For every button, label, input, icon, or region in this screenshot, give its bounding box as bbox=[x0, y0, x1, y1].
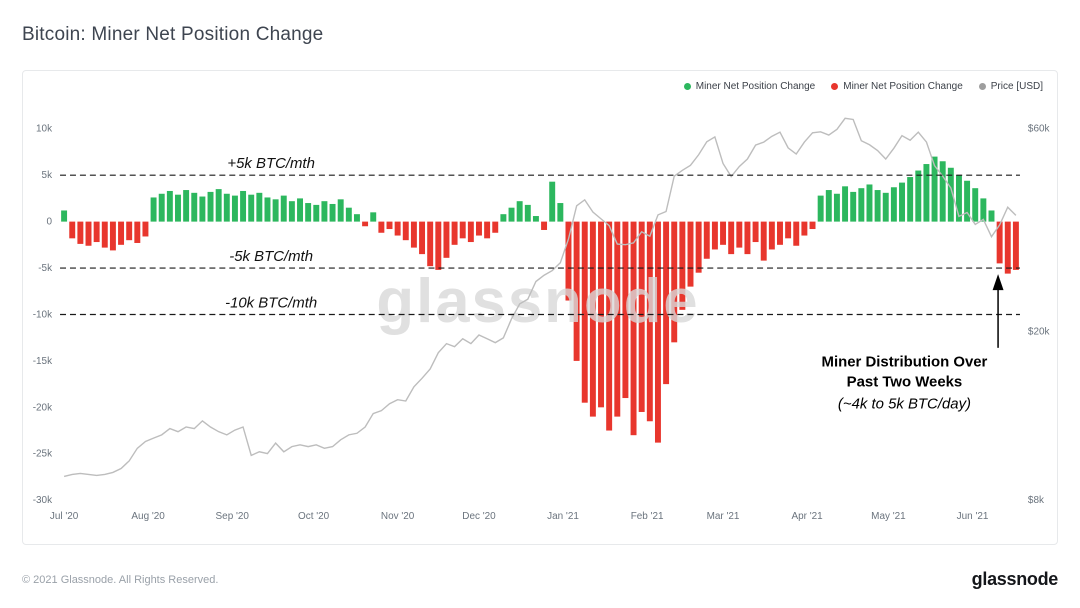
legend-item-price-usd[interactable]: Price [USD] bbox=[978, 81, 1043, 92]
red-dot-icon bbox=[831, 83, 839, 90]
svg-text:Past Two Weeks: Past Two Weeks bbox=[847, 374, 963, 391]
gray-dot-icon bbox=[978, 83, 986, 90]
svg-text:0: 0 bbox=[47, 217, 53, 228]
svg-text:-20k: -20k bbox=[33, 402, 52, 413]
right-axis-ticks: $60k $20k $8k bbox=[1028, 124, 1050, 506]
arrow-up-icon bbox=[992, 274, 1004, 291]
svg-text:Miner Distribution Over: Miner Distribution Over bbox=[822, 354, 988, 371]
svg-text:$8k: $8k bbox=[1028, 495, 1044, 506]
svg-text:Apr '21: Apr '21 bbox=[791, 511, 823, 522]
svg-text:Jan '21: Jan '21 bbox=[547, 511, 579, 522]
miner-net-position-chart[interactable]: 10k 5k 0 -5k -10k -15k -20k -25k -30k $60k $20k $8k… bbox=[23, 71, 1057, 544]
page-title: Bitcoin: Miner Net Position Change bbox=[22, 24, 324, 45]
svg-text:Feb '21: Feb '21 bbox=[631, 511, 664, 522]
green-dot-icon bbox=[683, 83, 691, 90]
price-usd-line bbox=[63, 117, 1017, 478]
svg-text:Jun '21: Jun '21 bbox=[957, 511, 989, 522]
svg-text:Dec '20: Dec '20 bbox=[462, 511, 496, 522]
svg-text:Oct '20: Oct '20 bbox=[298, 511, 330, 522]
svg-text:+5k BTC/mth: +5k BTC/mth bbox=[227, 155, 314, 172]
reference-lines: +5k BTC/mth -5k BTC/mth -10k BTC/mth bbox=[60, 155, 1020, 316]
left-axis-ticks: 10k 5k 0 -5k -10k -15k -20k -25k -30k bbox=[33, 124, 53, 506]
svg-text:$20k: $20k bbox=[1028, 326, 1050, 337]
annotation-miner-distribution: Miner Distribution Over Past Two Weeks (~4… bbox=[822, 274, 1004, 413]
miner-net-position-bars[interactable] bbox=[61, 156, 1019, 443]
svg-text:-10k: -10k bbox=[33, 309, 52, 320]
legend-item-miner-net-position-negative[interactable]: Miner Net Position Change bbox=[831, 81, 963, 92]
svg-text:$60k: $60k bbox=[1028, 124, 1050, 135]
svg-text:Sep '20: Sep '20 bbox=[216, 511, 250, 522]
glassnode-watermark: glassnode bbox=[376, 267, 699, 336]
svg-text:Jul '20: Jul '20 bbox=[50, 511, 79, 522]
svg-text:(~4k to 5k BTC/day): (~4k to 5k BTC/day) bbox=[838, 396, 971, 413]
svg-text:-30k: -30k bbox=[33, 495, 52, 506]
svg-text:5k: 5k bbox=[42, 170, 53, 181]
glassnode-logo: glassnode bbox=[971, 569, 1059, 589]
chart-panel: Miner Net Position Change Miner Net Posi… bbox=[22, 70, 1058, 545]
svg-text:May '21: May '21 bbox=[871, 511, 906, 522]
legend-label: Miner Net Position Change bbox=[695, 81, 816, 92]
svg-text:10k: 10k bbox=[36, 124, 52, 135]
svg-text:Aug '20: Aug '20 bbox=[131, 511, 165, 522]
svg-text:-25k: -25k bbox=[33, 449, 52, 460]
svg-text:-15k: -15k bbox=[33, 356, 52, 367]
svg-text:-10k BTC/mth: -10k BTC/mth bbox=[225, 295, 317, 312]
legend-label: Price [USD] bbox=[990, 81, 1043, 92]
svg-text:-5k BTC/mth: -5k BTC/mth bbox=[229, 248, 313, 265]
copyright-text: © 2021 Glassnode. All Rights Reserved. bbox=[22, 574, 219, 586]
chart-legend: Miner Net Position Change Miner Net Posi… bbox=[683, 81, 1043, 92]
legend-label: Miner Net Position Change bbox=[843, 81, 963, 92]
legend-item-miner-net-position-positive[interactable]: Miner Net Position Change bbox=[683, 81, 816, 92]
svg-text:Nov '20: Nov '20 bbox=[381, 511, 415, 522]
svg-text:-5k: -5k bbox=[38, 263, 52, 274]
x-axis-ticks: Jul '20 Aug '20 Sep '20 Oct '20 Nov '20 Dec '… bbox=[50, 511, 989, 522]
svg-text:Mar '21: Mar '21 bbox=[707, 511, 740, 522]
